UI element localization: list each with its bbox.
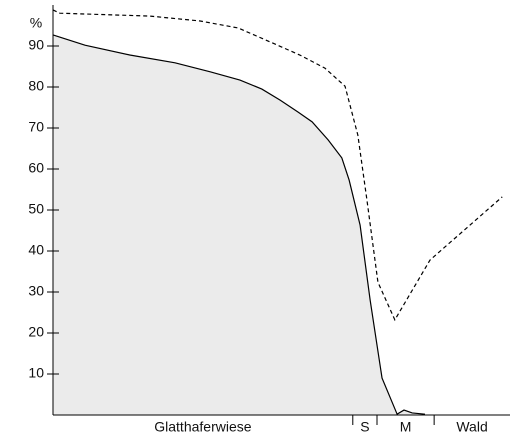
y-tick-label: 80 — [28, 78, 44, 94]
y-tick-label: 50 — [28, 201, 44, 217]
y-tick-label: 10 — [28, 365, 44, 381]
line — [52, 9, 503, 322]
y-tick-label: 90 — [28, 37, 44, 53]
zone-label: M — [400, 419, 412, 435]
y-tick-label: 20 — [28, 324, 44, 340]
line — [52, 34, 426, 416]
area — [53, 34, 510, 416]
y-tick-label: 30 — [28, 283, 44, 299]
zone-label: Wald — [456, 419, 487, 435]
y-axis-label: % — [30, 15, 42, 31]
y-tick-label: 60 — [28, 160, 44, 176]
zone-label: S — [360, 419, 369, 435]
y-tick-label: 70 — [28, 119, 44, 135]
zone-label: Glatthaferwiese — [154, 419, 251, 435]
y-tick-label: 40 — [28, 242, 44, 258]
